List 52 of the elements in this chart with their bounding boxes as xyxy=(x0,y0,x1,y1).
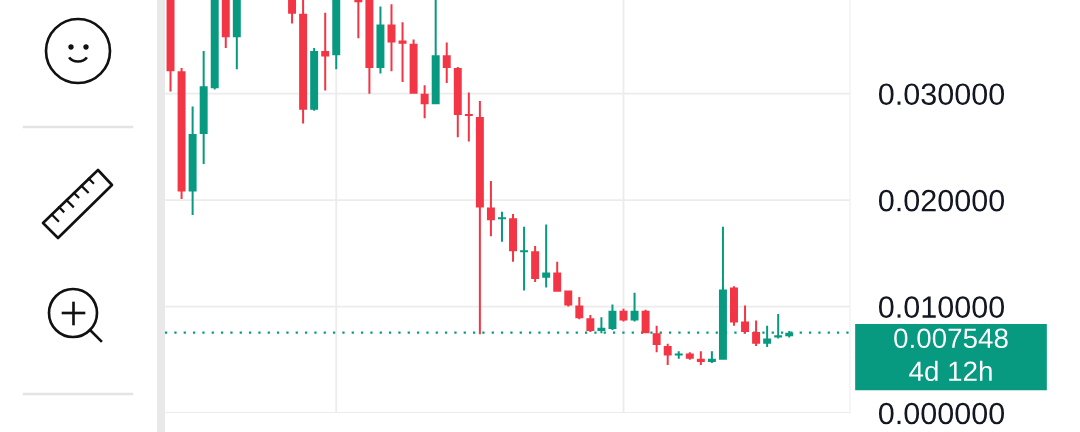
candlestick xyxy=(641,309,650,334)
candlestick xyxy=(232,0,241,70)
candlestick xyxy=(288,0,297,24)
candlestick xyxy=(310,47,319,111)
candlestick xyxy=(730,286,738,326)
candlestick xyxy=(741,305,750,334)
candlestick xyxy=(685,352,694,360)
y-tick-label: 0.010000 xyxy=(878,296,1005,318)
candlestick xyxy=(365,0,374,94)
candlestick xyxy=(674,351,683,359)
candlestick xyxy=(420,85,429,119)
candlestick xyxy=(696,351,705,366)
y-tick-label: 0.030000 xyxy=(878,83,1005,106)
text: 4d 12h xyxy=(909,360,992,382)
candlestick xyxy=(564,290,573,307)
candlestick xyxy=(166,0,175,92)
candlestick xyxy=(608,304,617,330)
candlestick xyxy=(475,101,484,335)
ref-line-label: 0.007548 xyxy=(894,328,1008,349)
candlestick xyxy=(376,6,385,74)
candlestick xyxy=(321,12,330,91)
candlestick xyxy=(707,351,716,363)
candlestick xyxy=(464,92,473,142)
candlestick xyxy=(575,296,584,320)
candlestick xyxy=(509,213,517,262)
candlestick xyxy=(177,68,186,200)
candlestick xyxy=(586,315,595,333)
candlestick xyxy=(531,245,540,283)
candlestick xyxy=(221,0,230,48)
candlestick xyxy=(630,292,639,322)
candlestick xyxy=(486,180,495,237)
candlestick xyxy=(199,51,208,164)
candlestick xyxy=(387,4,396,72)
candlestick xyxy=(752,320,761,346)
candlestick xyxy=(498,211,506,242)
candlestick xyxy=(553,261,562,292)
candlestick xyxy=(431,0,440,105)
candlestick xyxy=(663,343,672,366)
candlestick xyxy=(542,224,551,288)
candlestick xyxy=(442,42,451,84)
candlestick xyxy=(210,0,219,90)
candlestick xyxy=(453,67,462,138)
candlestick xyxy=(652,325,661,353)
candlestick xyxy=(332,0,341,70)
candlestick xyxy=(520,226,529,291)
y-tick-label: 0.000000 xyxy=(878,402,1005,425)
candlestick xyxy=(398,22,407,82)
candlestick xyxy=(188,106,197,216)
candlestick xyxy=(409,39,418,94)
candlestick xyxy=(354,0,363,39)
y-tick-label: 0.020000 xyxy=(878,189,1005,212)
candlestick xyxy=(299,0,308,124)
